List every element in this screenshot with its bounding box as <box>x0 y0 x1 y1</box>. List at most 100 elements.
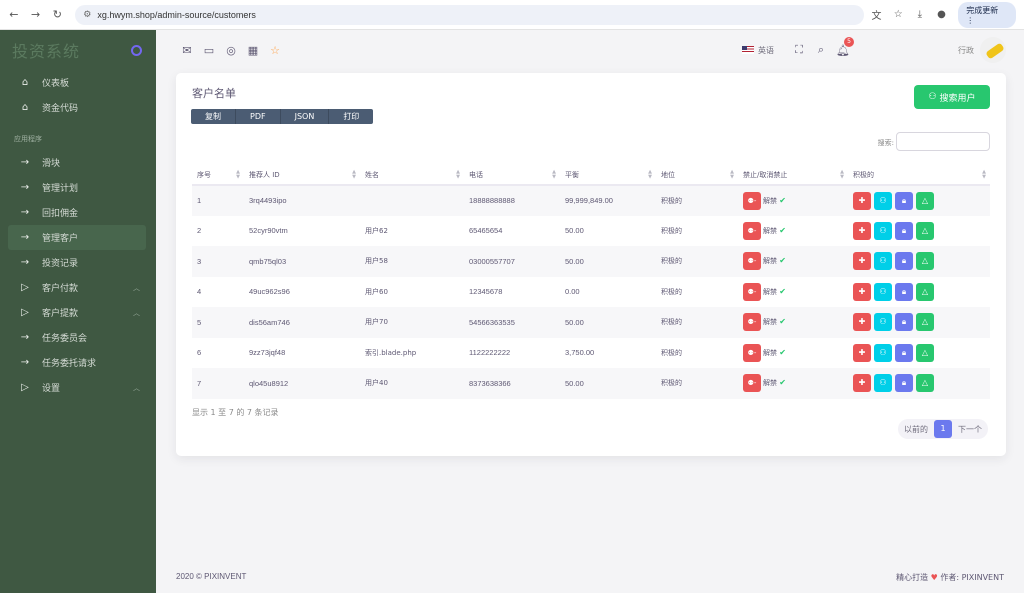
gift-button[interactable]: ✚ <box>853 282 871 301</box>
ban-user-button[interactable]: ⚉- <box>743 221 761 240</box>
mail-icon[interactable]: ✉ <box>182 43 192 57</box>
search-icon[interactable]: ⌕ <box>817 43 825 56</box>
pagination-next[interactable]: 下一个 <box>958 424 982 434</box>
sidebar-section-header: 应用程序 <box>14 135 42 143</box>
chat-icon[interactable]: ▭ <box>203 43 215 57</box>
pdf-button[interactable]: PDF <box>236 109 281 124</box>
lock-button[interactable]: 🔒︎ <box>895 343 913 362</box>
arrow-right-icon: → <box>20 257 30 268</box>
brand[interactable]: 投资系统 <box>0 30 156 70</box>
ban-user-button[interactable]: ⚉- <box>743 252 761 271</box>
sidebar-item-fund-code[interactable]: ⌂ 资金代码 <box>0 95 156 120</box>
footer-suffix[interactable]: 作者: PIXINVENT <box>940 573 1004 582</box>
avatar[interactable] <box>980 37 1006 63</box>
lock-button[interactable]: 🔒︎ <box>895 313 913 332</box>
column-header-ref[interactable]: 推荐人 ID ▲ ▼ <box>244 165 360 186</box>
ban-user-button[interactable]: ⚉- <box>743 282 761 301</box>
back-icon[interactable]: ← <box>9 8 19 21</box>
fullscreen-icon[interactable]: ⛶ <box>795 43 803 56</box>
calendar-icon[interactable]: ▦ <box>247 43 259 57</box>
gift-button[interactable]: ✚ <box>853 221 871 240</box>
url-text: xg.hwym.shop/admin-source/customers <box>97 9 256 20</box>
star-icon[interactable]: ☆ <box>270 43 280 57</box>
forward-icon[interactable]: → <box>31 8 41 21</box>
search-user-button[interactable]: ⚇ 搜索用户 <box>914 85 990 109</box>
translate-icon[interactable]: 文 <box>871 11 882 22</box>
bookmark-star-icon[interactable]: ☆ <box>893 9 903 20</box>
sidebar-item-task-requests[interactable]: → 任务委托请求 <box>0 350 156 375</box>
user-profile-button[interactable]: ⚇ <box>874 374 892 393</box>
sidebar-item-commission[interactable]: → 回扣佣金 <box>0 200 156 225</box>
sidebar-item-investment-records[interactable]: → 投资记录 <box>0 250 156 275</box>
ban-user-button[interactable]: ⚉- <box>743 374 761 393</box>
pagination-page-current[interactable]: 1 <box>934 420 952 438</box>
user-profile-button[interactable]: ⚇ <box>874 282 892 301</box>
language-selector[interactable]: 英语 <box>758 45 774 55</box>
update-button[interactable]: 完成更新 ⋮ <box>958 1 1016 28</box>
ban-user-button[interactable]: ⚉- <box>743 343 761 362</box>
pagination-prev[interactable]: 以前的 <box>904 424 928 434</box>
notification-badge: 5 <box>844 36 854 47</box>
gift-button[interactable]: ✚ <box>853 374 871 393</box>
column-header-name[interactable]: 姓名 ▲ ▼ <box>360 165 464 186</box>
profile-icon[interactable]: ● <box>937 9 946 20</box>
lock-button[interactable]: 🔒︎ <box>895 221 913 240</box>
user-name[interactable]: 行政 <box>958 45 974 55</box>
sidebar-item-plans[interactable]: → 管理计划 <box>0 175 156 200</box>
warning-button[interactable]: △ <box>916 191 934 210</box>
user-profile-button[interactable]: ⚇ <box>874 343 892 362</box>
check-circle-icon[interactable]: ◎ <box>226 43 236 57</box>
warning-button[interactable]: △ <box>916 374 934 393</box>
sidebar-item-dashboard[interactable]: ⌂ 仪表板 <box>0 70 156 95</box>
sidebar-toggle-icon[interactable] <box>131 44 142 56</box>
search-input[interactable] <box>896 132 990 151</box>
cell-actions: ✚ ⚇ 🔒︎ △ <box>848 185 990 216</box>
download-icon[interactable]: ⤓ <box>917 9 923 20</box>
warning-button[interactable]: △ <box>916 282 934 301</box>
top-navbar: ✉ ▭ ◎ ▦ ☆ 英语 ⛶ ⌕ 🔔︎ 5 行政 <box>156 30 1024 70</box>
column-header-phone[interactable]: 电话 ▲ ▼ <box>464 165 560 186</box>
print-button[interactable]: 打印 <box>329 109 374 124</box>
sidebar-item-settings[interactable]: ▷ 设置 ︿ <box>0 375 156 400</box>
sidebar-item-withdrawals[interactable]: ▷ 客户提款 ︿ <box>0 300 156 325</box>
site-info-icon[interactable]: ⚙ <box>83 9 92 20</box>
customers-card: 客户名单 ⚇ 搜索用户 复制 PDF JSON 打印 搜索: 序号 ▲ ▼ 推荐人 … <box>176 73 1006 456</box>
warning-button[interactable]: △ <box>916 343 934 362</box>
gift-button[interactable]: ✚ <box>853 252 871 271</box>
warning-button[interactable]: △ <box>916 252 934 271</box>
user-profile-button[interactable]: ⚇ <box>874 191 892 210</box>
column-header-no[interactable]: 序号 ▲ ▼ <box>192 165 244 186</box>
gift-button[interactable]: ✚ <box>853 191 871 210</box>
cell-ref: qmb75ql03 <box>244 246 360 277</box>
column-header-status[interactable]: 地位 ▲ ▼ <box>656 165 738 186</box>
user-profile-button[interactable]: ⚇ <box>874 221 892 240</box>
column-header-ban[interactable]: 禁止/取消禁止 ▲ ▼ <box>738 165 848 186</box>
reload-icon[interactable]: ↻ <box>52 8 63 21</box>
sidebar-item-payments[interactable]: ▷ 客户付款 ︿ <box>0 275 156 300</box>
user-profile-button[interactable]: ⚇ <box>874 313 892 332</box>
copy-button[interactable]: 复制 <box>191 109 236 124</box>
us-flag-icon[interactable] <box>742 46 754 54</box>
sidebar: 投资系统 ⌂ 仪表板 ⌂ 资金代码 应用程序 → 滑块 → 管理计划 → 回扣佣… <box>0 30 156 593</box>
arrow-right-icon: → <box>20 157 30 168</box>
sidebar-item-customers[interactable]: → 管理客户 <box>8 225 146 250</box>
column-header-balance[interactable]: 平衡 ▲ ▼ <box>560 165 656 186</box>
lock-button[interactable]: 🔒︎ <box>895 282 913 301</box>
gift-button[interactable]: ✚ <box>853 343 871 362</box>
warning-button[interactable]: △ <box>916 221 934 240</box>
warning-button[interactable]: △ <box>916 313 934 332</box>
lock-button[interactable]: 🔒︎ <box>895 374 913 393</box>
column-header-actions[interactable]: 积极的 ▲ ▼ <box>848 165 990 186</box>
ban-user-button[interactable]: ⚉- <box>743 313 761 332</box>
lock-button[interactable]: 🔒︎ <box>895 252 913 271</box>
json-button[interactable]: JSON <box>280 109 330 124</box>
sidebar-item-slider[interactable]: → 滑块 <box>0 150 156 175</box>
sort-icon: ▲ ▼ <box>552 169 556 180</box>
lock-button[interactable]: 🔒︎ <box>895 191 913 210</box>
sidebar-item-task-committee[interactable]: → 任务委员会 <box>0 325 156 350</box>
ban-user-button[interactable]: ⚉- <box>743 191 761 210</box>
gift-button[interactable]: ✚ <box>853 313 871 332</box>
address-bar[interactable]: ⚙ xg.hwym.shop/admin-source/customers <box>75 4 864 25</box>
user-profile-button[interactable]: ⚇ <box>874 252 892 271</box>
notification-bell-icon[interactable]: 🔔︎ 5 <box>832 36 854 57</box>
